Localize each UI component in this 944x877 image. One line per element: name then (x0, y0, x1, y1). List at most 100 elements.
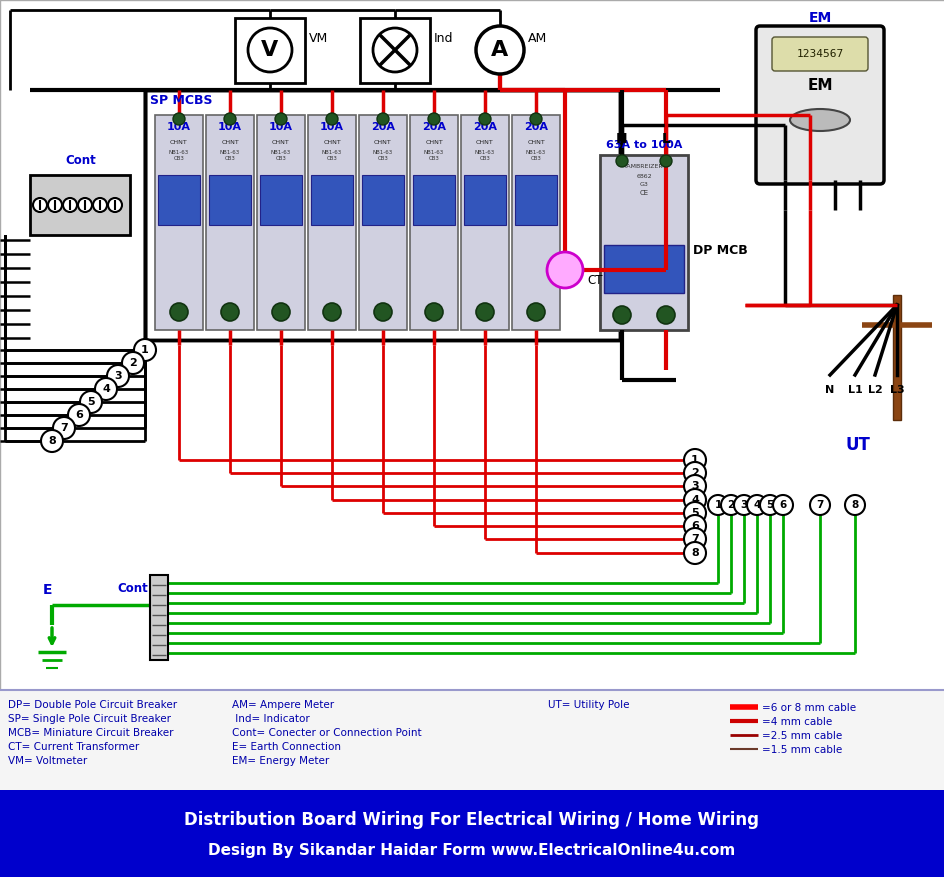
Text: Cont: Cont (117, 581, 148, 595)
Text: 6: 6 (779, 500, 785, 510)
FancyBboxPatch shape (771, 37, 868, 71)
Text: L2: L2 (867, 385, 882, 395)
Text: DP MCB: DP MCB (692, 244, 747, 256)
Bar (892, 295, 900, 420)
Bar (235, 18, 305, 83)
Bar (260, 175, 302, 225)
Text: NB1-63: NB1-63 (475, 149, 495, 154)
Circle shape (173, 113, 185, 125)
Text: 8: 8 (690, 548, 699, 558)
Text: 4: 4 (102, 384, 110, 394)
FancyBboxPatch shape (755, 26, 883, 184)
Circle shape (63, 198, 76, 212)
Bar (514, 175, 556, 225)
Text: UT: UT (845, 436, 869, 454)
Circle shape (683, 475, 705, 497)
Circle shape (683, 502, 705, 524)
Circle shape (108, 198, 122, 212)
Bar (0, 790, 944, 877)
Text: CB3: CB3 (530, 156, 541, 161)
Text: CT= Current Transformer: CT= Current Transformer (8, 742, 139, 752)
Bar (30, 175, 130, 235)
Circle shape (530, 113, 542, 125)
Bar (0, 690, 944, 790)
Circle shape (659, 155, 671, 167)
Text: VM: VM (309, 32, 328, 45)
Circle shape (809, 495, 829, 515)
Text: CHNT: CHNT (170, 140, 188, 146)
Bar (150, 575, 168, 660)
Text: G3: G3 (639, 182, 648, 188)
Circle shape (374, 303, 392, 321)
Text: CHNT: CHNT (476, 140, 494, 146)
Circle shape (844, 495, 864, 515)
Text: 20A: 20A (523, 122, 548, 132)
Bar (360, 18, 430, 83)
Text: Design By Sikandar Haidar Form www.ElectricalOnline4u.com: Design By Sikandar Haidar Form www.Elect… (209, 843, 734, 858)
Text: A: A (491, 40, 508, 60)
Text: L: L (661, 132, 669, 146)
Circle shape (326, 113, 338, 125)
Text: CB3: CB3 (479, 156, 490, 161)
Circle shape (613, 306, 631, 324)
Text: 5: 5 (87, 397, 94, 407)
Text: NB1-63: NB1-63 (373, 149, 393, 154)
Text: NB1-63: NB1-63 (220, 149, 240, 154)
Text: Ind= Indicator: Ind= Indicator (232, 714, 310, 724)
Text: SP MCBS: SP MCBS (150, 94, 212, 106)
Circle shape (772, 495, 792, 515)
Circle shape (476, 26, 523, 74)
Circle shape (53, 417, 75, 439)
Text: 2: 2 (727, 500, 733, 510)
Bar (206, 115, 254, 330)
Text: DP= Double Pole Circuit Breaker: DP= Double Pole Circuit Breaker (8, 700, 177, 710)
Circle shape (746, 495, 767, 515)
Circle shape (707, 495, 727, 515)
Text: 20A: 20A (371, 122, 395, 132)
Circle shape (683, 462, 705, 484)
Text: CHNT: CHNT (221, 140, 239, 146)
Circle shape (425, 303, 443, 321)
Circle shape (221, 303, 239, 321)
Circle shape (479, 113, 491, 125)
Text: 1: 1 (690, 455, 699, 465)
Circle shape (615, 155, 628, 167)
Circle shape (41, 430, 63, 452)
Text: 6: 6 (690, 521, 699, 531)
Text: CHNT: CHNT (374, 140, 392, 146)
Text: 3: 3 (739, 500, 747, 510)
Bar (0, 0, 944, 690)
Bar (144, 90, 619, 340)
Text: CHNT: CHNT (323, 140, 341, 146)
Bar (158, 175, 200, 225)
Bar (599, 155, 687, 330)
Text: CB3: CB3 (429, 156, 439, 161)
Bar (410, 115, 458, 330)
Circle shape (428, 113, 440, 125)
Text: Cont: Cont (65, 153, 95, 167)
Circle shape (247, 28, 292, 72)
Circle shape (759, 495, 779, 515)
Circle shape (95, 378, 117, 400)
Text: L1: L1 (847, 385, 862, 395)
Text: 6: 6 (75, 410, 83, 420)
Text: 10A: 10A (269, 122, 293, 132)
Text: CB3: CB3 (327, 156, 337, 161)
Text: =2.5 mm cable: =2.5 mm cable (761, 731, 841, 741)
Bar (362, 175, 404, 225)
Text: NB1-63: NB1-63 (169, 149, 189, 154)
Text: AM: AM (528, 32, 547, 45)
Text: 7: 7 (60, 423, 68, 433)
Text: 20A: 20A (473, 122, 497, 132)
Text: NB1-63: NB1-63 (322, 149, 342, 154)
Circle shape (48, 198, 62, 212)
Circle shape (68, 404, 90, 426)
Text: UT= Utility Pole: UT= Utility Pole (548, 700, 629, 710)
Text: L3: L3 (888, 385, 903, 395)
Text: 8: 8 (851, 500, 858, 510)
Circle shape (656, 306, 674, 324)
Circle shape (683, 528, 705, 550)
Bar (155, 115, 203, 330)
Circle shape (33, 198, 47, 212)
Text: EM: EM (806, 77, 832, 92)
